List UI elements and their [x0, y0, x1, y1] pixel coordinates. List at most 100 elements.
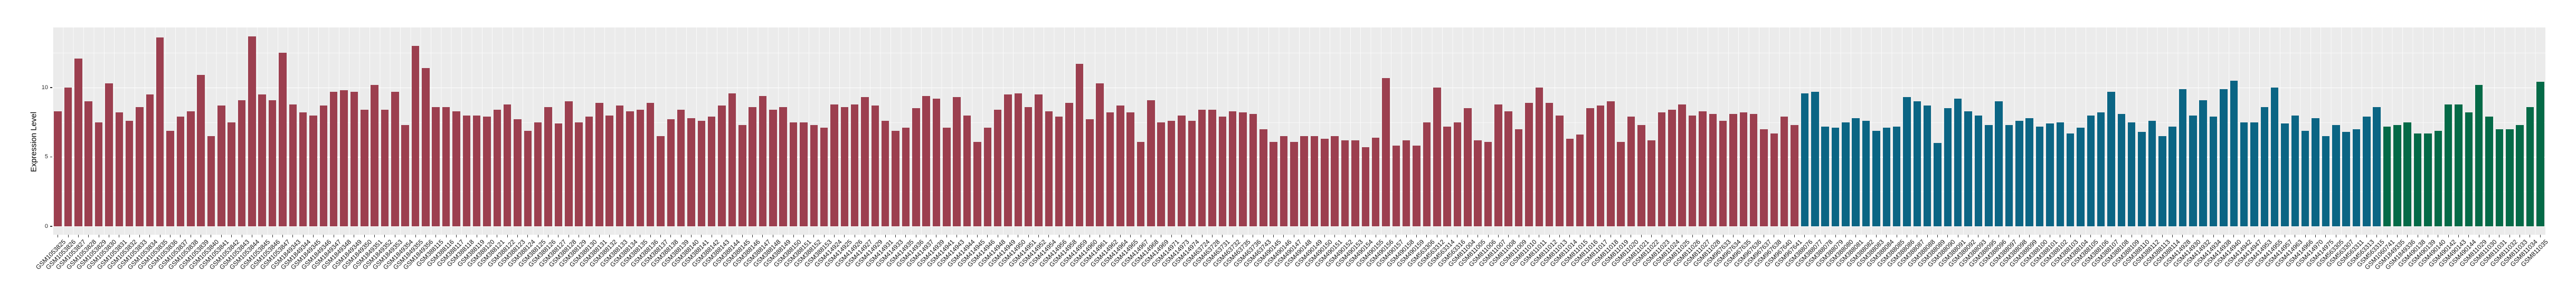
bar	[514, 119, 522, 226]
x-tick-mark	[895, 235, 896, 237]
x-tick-mark	[977, 235, 978, 237]
x-tick-mark	[1702, 235, 1703, 237]
x-tick-mark	[1406, 235, 1407, 237]
bar	[1923, 106, 1931, 226]
bar	[718, 106, 726, 226]
bar	[2270, 88, 2279, 226]
x-tick-mark	[302, 235, 304, 237]
bar	[2312, 118, 2319, 226]
x-tick-mark	[2233, 235, 2234, 237]
bar	[1892, 126, 1901, 226]
x-tick-mark	[170, 235, 171, 237]
x-tick-mark	[2070, 235, 2071, 237]
x-tick-mark	[272, 235, 273, 237]
bar	[1974, 115, 1983, 226]
bar	[605, 115, 613, 226]
bar	[483, 117, 491, 226]
x-tick-mark	[2080, 235, 2081, 237]
bar	[125, 121, 134, 226]
bar	[2373, 107, 2381, 226]
bar	[1321, 139, 1329, 226]
x-tick-mark	[2315, 235, 2316, 237]
x-tick-mark	[1263, 235, 1264, 237]
x-tick-mark	[1692, 235, 1693, 237]
bar	[1566, 139, 1574, 226]
bar	[94, 122, 103, 226]
bar	[2332, 125, 2340, 226]
bar	[2322, 136, 2330, 226]
x-tick-mark	[527, 235, 528, 237]
x-tick-mark	[68, 235, 69, 237]
bar	[391, 91, 399, 226]
gridline-minor	[53, 122, 2545, 123]
bar	[902, 128, 910, 226]
bar	[166, 130, 174, 226]
plot-panel	[53, 27, 2545, 235]
x-tick-mark	[823, 235, 825, 237]
bar	[1535, 88, 1543, 226]
bar	[524, 130, 532, 226]
bar	[176, 117, 185, 226]
bar	[136, 107, 144, 226]
x-tick-mark	[1794, 235, 1795, 237]
bar	[1688, 115, 1697, 226]
x-tick-mark	[2386, 235, 2388, 237]
bar	[1075, 64, 1084, 226]
bar	[1607, 101, 1615, 226]
bar	[759, 95, 767, 226]
x-tick-mark	[813, 235, 815, 237]
bar	[64, 88, 72, 226]
x-tick-mark	[517, 235, 518, 237]
x-tick-mark	[466, 235, 467, 237]
bar	[187, 111, 195, 226]
bar	[892, 130, 899, 226]
bar	[1760, 129, 1768, 226]
x-tick-mark	[312, 235, 314, 237]
bar	[738, 125, 746, 226]
bar	[1065, 102, 1073, 226]
x-tick-mark	[1988, 235, 1989, 237]
x-tick-mark	[507, 235, 508, 237]
x-tick-mark	[834, 235, 835, 237]
bar	[2189, 115, 2197, 226]
x-tick-mark	[885, 235, 886, 237]
bar	[1525, 102, 1533, 226]
bar	[1484, 141, 1492, 226]
bar	[1699, 111, 1707, 226]
bar	[472, 115, 481, 226]
bar	[2506, 129, 2514, 226]
bar	[1678, 104, 1686, 226]
bar	[544, 107, 552, 226]
x-tick-mark	[2121, 235, 2122, 237]
bar	[156, 37, 164, 226]
bar	[697, 121, 706, 226]
x-tick-mark	[2162, 235, 2163, 237]
x-tick-mark	[1426, 235, 1427, 237]
x-tick-mark	[1855, 235, 1857, 237]
bar	[2087, 115, 2095, 226]
x-tick-mark	[1334, 235, 1336, 237]
bar	[585, 117, 593, 226]
bar	[2342, 132, 2350, 226]
bar	[1218, 117, 1227, 226]
x-tick-mark	[793, 235, 794, 237]
bar	[1116, 106, 1124, 226]
x-tick-mark	[1355, 235, 1356, 237]
bar	[248, 36, 256, 226]
bar	[2097, 112, 2105, 226]
x-tick-mark	[88, 235, 89, 237]
x-tick-mark	[1743, 235, 1744, 237]
x-tick-mark	[650, 235, 651, 237]
x-tick-mark	[599, 235, 600, 237]
bar	[1331, 136, 1339, 226]
x-tick-mark	[1314, 235, 1315, 237]
bar	[2148, 121, 2156, 226]
y-tick-label: 10	[41, 84, 48, 91]
x-tick-mark	[752, 235, 753, 237]
bar	[850, 104, 859, 226]
bar	[361, 110, 368, 226]
bar	[1106, 112, 1114, 226]
bar	[820, 128, 828, 226]
x-tick-mark	[2090, 235, 2091, 237]
bar	[2158, 136, 2166, 226]
